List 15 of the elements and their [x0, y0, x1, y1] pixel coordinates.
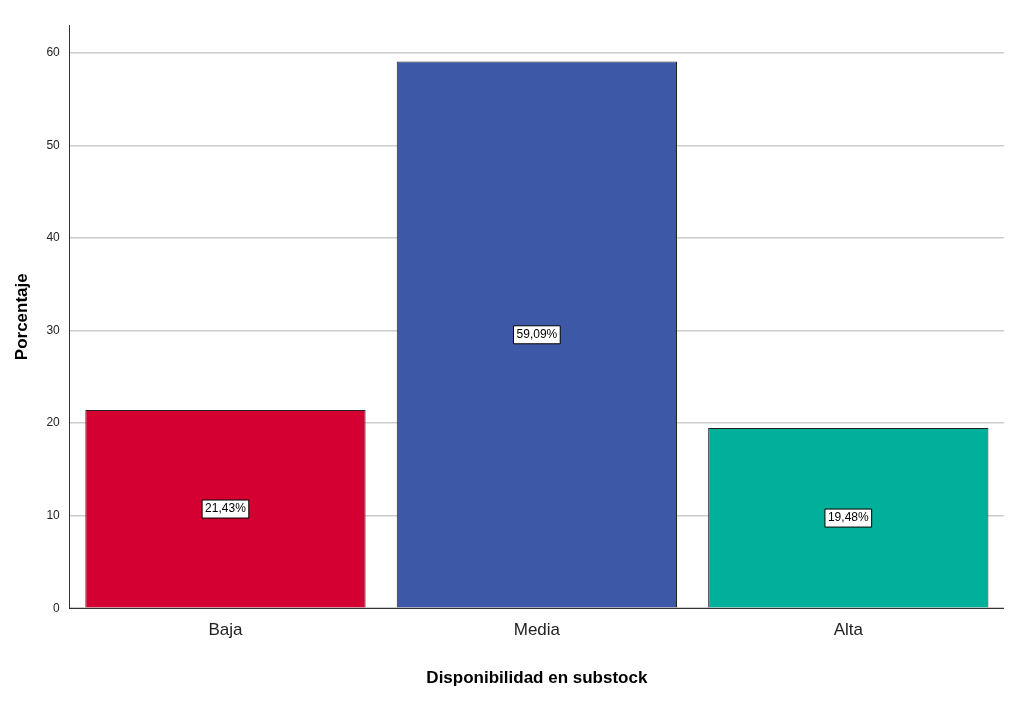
x-axis-title: Disponibilidad en substock: [426, 668, 648, 688]
data-label: 19,48%: [827, 510, 869, 525]
y-tick-label: 60: [46, 45, 61, 60]
y-tick-label: 0: [53, 600, 61, 615]
x-tick-label: Media: [513, 620, 561, 640]
y-tick-label: 10: [46, 507, 61, 522]
y-tick-label: 20: [46, 415, 61, 430]
data-label: 21,43%: [205, 501, 247, 516]
y-tick-label: 40: [46, 230, 61, 245]
y-axis-title: Porcentaje: [11, 273, 31, 361]
x-tick-label: Alta: [833, 620, 864, 640]
y-tick-label: 30: [46, 322, 61, 337]
data-label: 59,09%: [516, 327, 558, 342]
y-tick-label: 50: [46, 137, 61, 152]
x-tick-label: Baja: [208, 620, 244, 640]
